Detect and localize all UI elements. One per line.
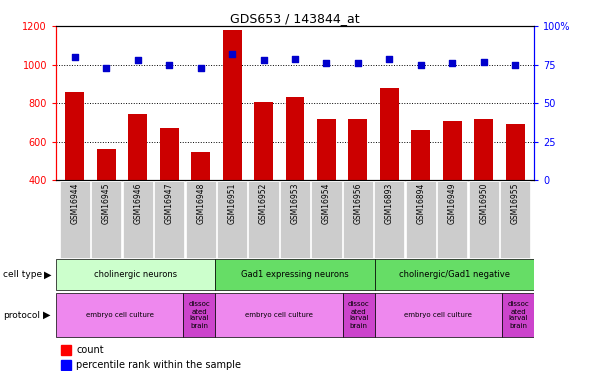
Bar [222,30,241,257]
Title: GDS653 / 143844_at: GDS653 / 143844_at [230,12,360,25]
Text: GSM16948: GSM16948 [196,182,205,224]
Text: cell type: cell type [3,270,42,279]
Text: cholinergic/Gad1 negative: cholinergic/Gad1 negative [399,270,510,279]
Bar [506,124,525,257]
Text: cholinergic neurons: cholinergic neurons [94,270,177,279]
Text: dissoc
ated
larval
brain: dissoc ated larval brain [348,302,369,328]
Text: GSM16955: GSM16955 [510,182,520,224]
Text: GSM16894: GSM16894 [417,182,425,224]
Point [196,65,205,71]
FancyBboxPatch shape [56,293,183,337]
FancyBboxPatch shape [374,181,404,258]
FancyBboxPatch shape [215,293,343,337]
Text: count: count [76,345,104,355]
Text: GSM16953: GSM16953 [290,182,300,224]
Text: GSM16950: GSM16950 [479,182,488,224]
Text: GSM16945: GSM16945 [102,182,111,224]
Text: GSM16952: GSM16952 [259,182,268,224]
Bar [411,130,430,257]
Text: GSM16956: GSM16956 [353,182,362,224]
Bar [254,102,273,257]
Bar [191,152,210,257]
FancyBboxPatch shape [468,181,499,258]
FancyBboxPatch shape [343,181,373,258]
FancyBboxPatch shape [186,181,216,258]
Point [70,54,80,60]
Text: dissoc
ated
larval
brain: dissoc ated larval brain [507,302,529,328]
Point [385,56,394,62]
FancyBboxPatch shape [248,181,278,258]
Bar [442,122,461,257]
Bar [286,98,304,257]
Text: GSM16947: GSM16947 [165,182,173,224]
Text: dissoc
ated
larval
brain: dissoc ated larval brain [189,302,210,328]
Point [133,57,143,63]
Bar [65,92,84,257]
Text: GSM16946: GSM16946 [133,182,142,224]
Point [259,57,268,63]
Text: ▶: ▶ [44,270,52,280]
Bar [61,345,71,355]
Bar [380,88,399,257]
FancyBboxPatch shape [437,181,467,258]
FancyBboxPatch shape [217,181,247,258]
FancyBboxPatch shape [183,293,215,337]
FancyBboxPatch shape [502,293,534,337]
FancyBboxPatch shape [312,181,342,258]
Point [290,56,300,62]
Text: GSM16949: GSM16949 [448,182,457,224]
FancyBboxPatch shape [280,181,310,258]
Text: embryo cell culture: embryo cell culture [245,312,313,318]
FancyBboxPatch shape [91,181,122,258]
Point [165,62,174,68]
Bar [61,360,71,370]
FancyBboxPatch shape [375,260,534,290]
FancyBboxPatch shape [154,181,184,258]
Bar [317,120,336,257]
FancyBboxPatch shape [60,181,90,258]
Point [416,62,425,68]
Point [447,60,457,66]
FancyBboxPatch shape [123,181,153,258]
Text: GSM16944: GSM16944 [70,182,80,224]
FancyBboxPatch shape [406,181,436,258]
Point [322,60,331,66]
FancyBboxPatch shape [215,260,375,290]
Bar [474,120,493,257]
Text: embryo cell culture: embryo cell culture [404,312,473,318]
Point [510,62,520,68]
FancyBboxPatch shape [375,293,502,337]
Text: GSM16893: GSM16893 [385,182,394,224]
Bar [97,149,116,257]
Text: Gad1 expressing neurons: Gad1 expressing neurons [241,270,349,279]
Text: embryo cell culture: embryo cell culture [86,312,154,318]
FancyBboxPatch shape [56,260,215,290]
FancyBboxPatch shape [343,293,375,337]
Text: percentile rank within the sample: percentile rank within the sample [76,360,241,370]
Text: GSM16954: GSM16954 [322,182,331,224]
Point [101,65,111,71]
Bar [349,120,368,257]
Point [479,58,489,64]
FancyBboxPatch shape [500,181,530,258]
Bar [160,128,179,257]
Point [227,51,237,57]
Text: GSM16951: GSM16951 [228,182,237,224]
Bar [129,114,148,257]
Text: protocol: protocol [3,310,40,320]
Point [353,60,363,66]
Text: ▶: ▶ [43,310,51,320]
